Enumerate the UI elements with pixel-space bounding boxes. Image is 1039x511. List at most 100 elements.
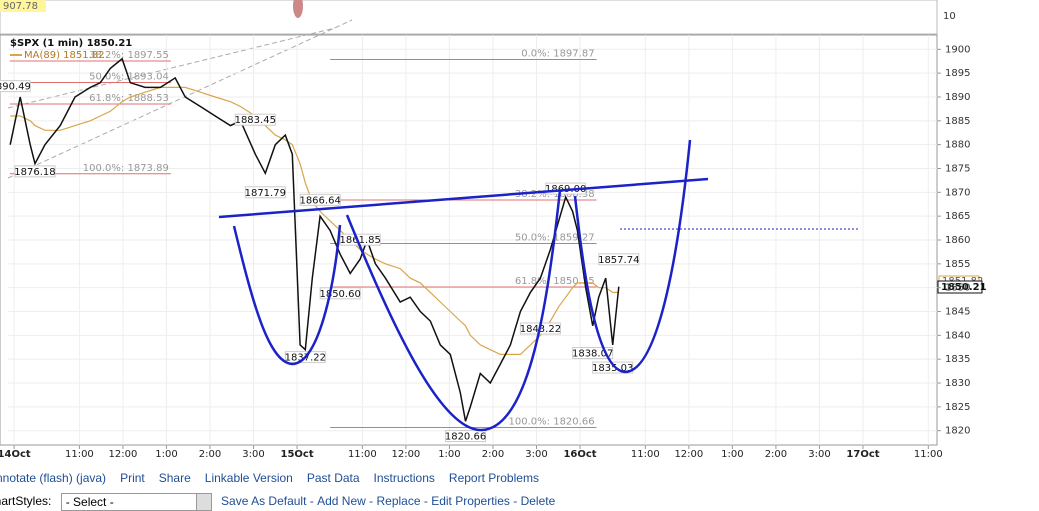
y-tick-label: 1860 (945, 235, 970, 246)
annotation-box (598, 253, 640, 266)
x-tick-label: 12:00 (391, 449, 420, 460)
y-tick-label: 1830 (945, 378, 970, 389)
y-tick-label: 1835 (945, 354, 970, 365)
annotation-box (319, 287, 361, 300)
trend-line (7, 19, 353, 179)
annotation-label: 1871.79 (245, 188, 286, 199)
link-separator: - (365, 494, 377, 509)
last-tag (937, 280, 983, 294)
volume-value: 907.78 (3, 1, 38, 12)
chart-title: $SPX (1 min) 1850.21 (10, 38, 132, 49)
fib-label: 100.0%: 1873.89 (83, 163, 169, 174)
y-tick-label: 1895 (945, 68, 970, 79)
toolbar-row: Annotate (flash) (java) Print Share Linkabl… (0, 471, 553, 485)
x-tick-label: 11:00 (348, 449, 377, 460)
toolbar-item[interactable]: Instructions (373, 471, 435, 485)
volume-panel (0, 0, 938, 35)
price-line (9, 57, 620, 422)
y-tick-label: 1865 (945, 211, 970, 222)
style-link[interactable]: Edit Properties (431, 494, 510, 509)
annotation-box (592, 361, 634, 374)
y-tick-label: 1880 (945, 140, 970, 151)
annotation-box (244, 186, 286, 199)
head (345, 189, 562, 432)
x-tick-label: 12:00 (674, 449, 703, 460)
x-tick-label: 1:00 (721, 449, 743, 460)
annotation-box (0, 80, 31, 93)
y-tick-label: 1855 (945, 259, 970, 270)
fib-label: 100.0%: 1820.66 (509, 417, 595, 428)
annotation-box (445, 430, 487, 443)
link-separator: - (509, 494, 521, 509)
annotation-label: 1876.18 (14, 167, 55, 178)
annotation-box (572, 347, 614, 360)
fib-label: 38.2%: 1897.55 (89, 50, 169, 61)
toolbar-item[interactable]: Past Data (306, 471, 360, 485)
annotation-label: 1835.03 (592, 363, 633, 374)
style-link[interactable]: Save As Default (221, 494, 307, 509)
y-tick-label: 1885 (945, 116, 970, 127)
x-tick-label: 3:00 (525, 449, 547, 460)
style-link[interactable]: Replace (376, 494, 421, 509)
volume-value-box (0, 0, 46, 12)
toolbar-item[interactable]: Print (120, 471, 145, 485)
x-tick-label: 2:00 (199, 449, 221, 460)
style-link[interactable]: Add New (317, 494, 366, 509)
x-tick-label: 3:00 (242, 449, 264, 460)
x-tick-label: 11:00 (65, 449, 94, 460)
annotation-label: 1866.64 (299, 195, 340, 206)
annotation-label: 1838.07 (572, 349, 613, 360)
y-tick-label: 1890 (945, 92, 970, 103)
fib-label: 61.8%: 1888.53 (89, 93, 169, 104)
styles-row: ChartStyles: - Select - Save As Default … (0, 493, 555, 511)
style-select[interactable]: - Select - (60, 493, 212, 511)
annotation-label: 1850.60 (319, 289, 360, 300)
x-tick-label: 17Oct (846, 449, 879, 460)
legend-label: MA(89) 1851.82 (24, 50, 105, 61)
style-link[interactable]: Delete (520, 494, 556, 509)
x-tick-label: 2:00 (765, 449, 787, 460)
y-tick-label: 1870 (945, 187, 970, 198)
neckline (218, 177, 709, 219)
right-shoulder (573, 139, 692, 374)
y-tick-label: 1875 (945, 163, 970, 174)
toolbar-item[interactable]: Linkable Version (204, 471, 293, 485)
annotation-label: 1820.66 (445, 432, 486, 443)
link-separator: - (306, 494, 318, 509)
y-tick-label: 1825 (945, 402, 970, 413)
toolbar-item[interactable]: Report Problems (448, 471, 539, 485)
toolbar-item[interactable]: Annotate (flash) (java) (0, 471, 107, 485)
pattern-drawings (218, 139, 709, 432)
annotation-box (14, 165, 56, 178)
x-tick-label: 16Oct (563, 449, 596, 460)
fib-label: 0.0%: 1897.87 (521, 48, 594, 59)
x-tick-label: 15Oct (280, 449, 313, 460)
y-tick-label: 1820 (945, 426, 970, 437)
styles-label: ChartStyles: (0, 494, 52, 509)
volume-blob (293, 0, 303, 18)
toolbar-item[interactable]: Share (158, 471, 191, 485)
annotation-label: 1857.74 (598, 255, 639, 266)
x-tick-label: 11:00 (914, 449, 943, 460)
x-tick-label: 14Oct (0, 449, 31, 460)
trend-lines (7, 19, 353, 179)
x-tick-label: 11:00 (631, 449, 660, 460)
annotation-box (234, 113, 276, 126)
trend-line (7, 27, 336, 109)
x-tick-label: 2:00 (482, 449, 504, 460)
x-tick-label: 1:00 (155, 449, 177, 460)
fib-label: 61.8%: 1850.15 (515, 276, 595, 287)
x-tick-label: 1:00 (438, 449, 460, 460)
annotation-box (299, 193, 341, 206)
y-tick-label: 1900 (945, 44, 970, 55)
style-links: Save As Default - Add New - Replace - Ed… (221, 494, 555, 508)
left-shoulder (232, 224, 342, 366)
link-separator: - (420, 494, 432, 509)
annotation-label: 1890.49 (0, 82, 31, 93)
annotation-label: 1861.85 (340, 235, 381, 246)
x-tick-label: 3:00 (808, 449, 830, 460)
annotation-label: 1883.45 (235, 115, 276, 126)
